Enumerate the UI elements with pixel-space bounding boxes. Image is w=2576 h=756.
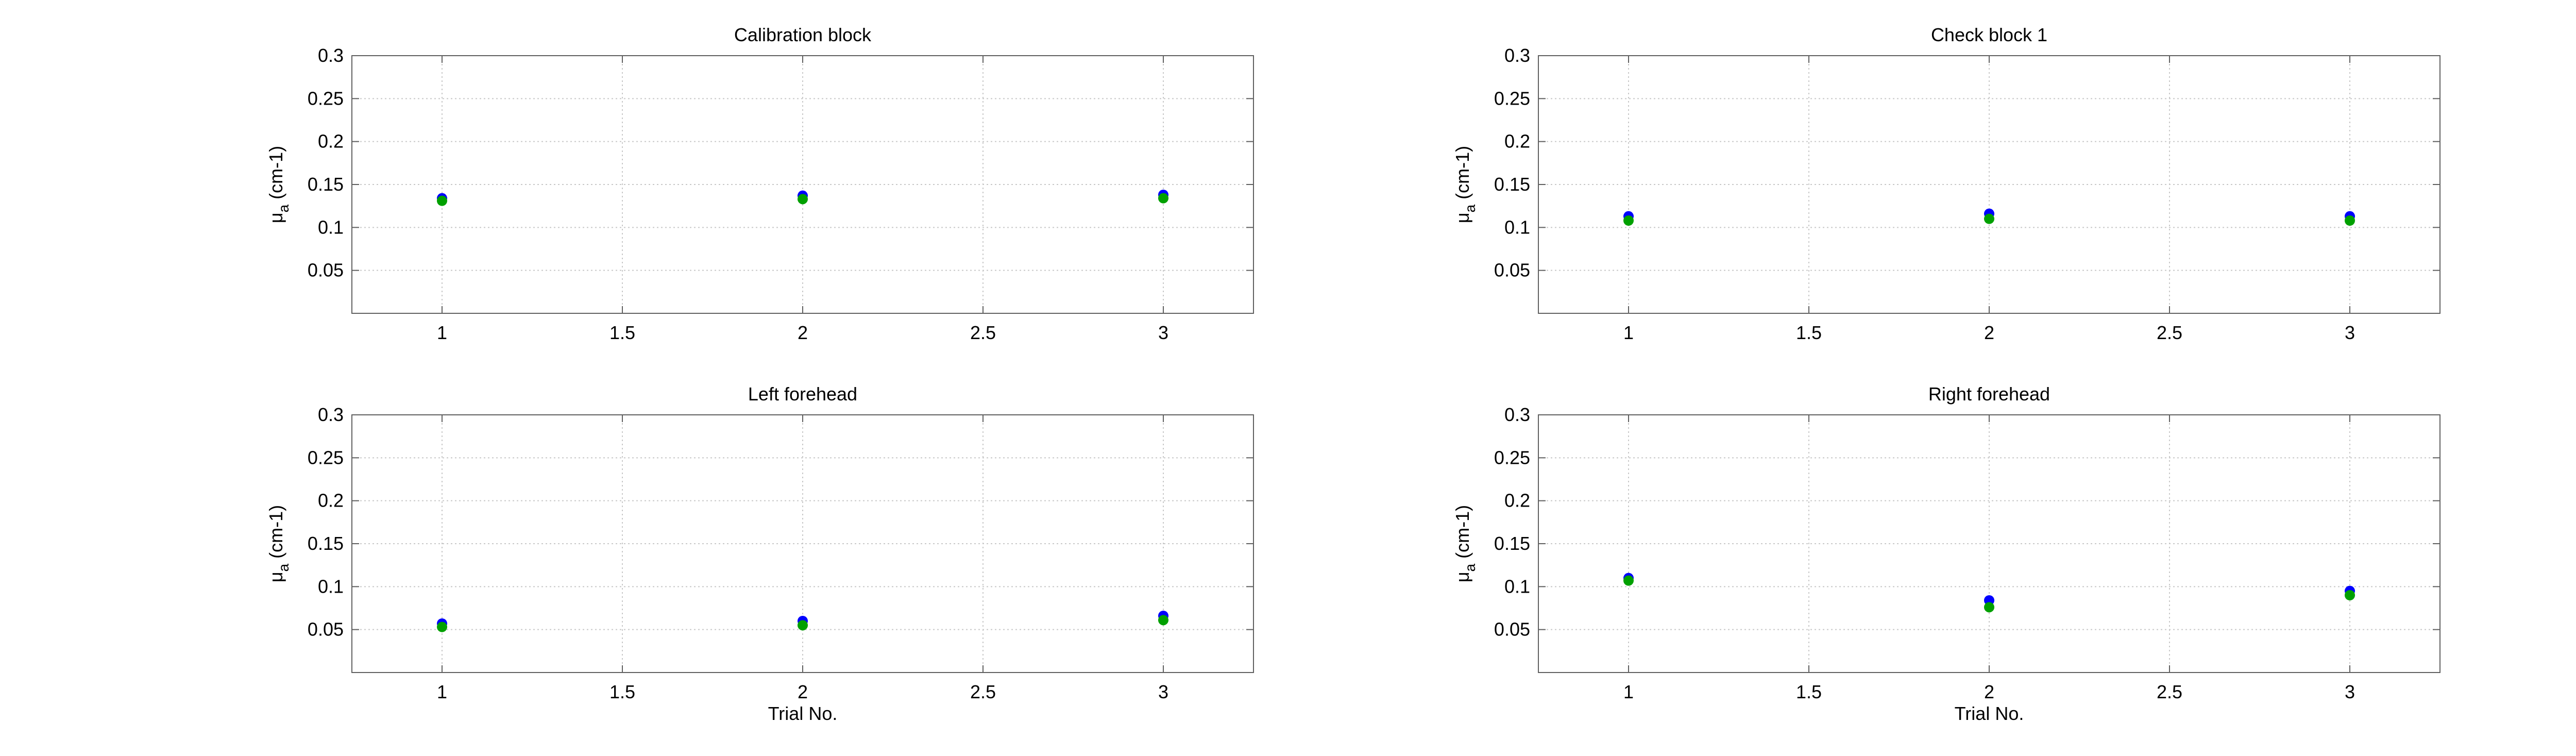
x-tick-label: 1.5 <box>1796 681 1822 702</box>
y-tick-label: 0.3 <box>318 45 344 66</box>
chart-panel: 1 1.5 2 2.5 3 0.05 0.1 0.15 0.2 0.25 0.3 Right fore… <box>1452 383 2441 724</box>
x-tick-label: 2 <box>1984 322 1994 343</box>
y-tick-label: 0.3 <box>1504 45 1530 66</box>
chart-panel: 1 1.5 2 2.5 3 0.05 0.1 0.15 0.2 0.25 0.3 Check bloc… <box>1452 24 2441 343</box>
y-tick-label: 0.05 <box>308 619 344 640</box>
y-tick-label: 0.05 <box>1494 619 1530 640</box>
x-tick-label: 3 <box>2345 322 2355 343</box>
x-tick-label: 1 <box>1623 681 1634 702</box>
data-point <box>1623 215 1634 226</box>
x-axis-label: Trial No. <box>768 703 838 724</box>
y-axis-label: μa (cm-1) <box>1452 505 1478 582</box>
data-point <box>1984 602 1994 613</box>
x-tick-label: 1.5 <box>1796 322 1822 343</box>
x-tick-label: 2.5 <box>970 681 996 702</box>
y-tick-label: 0.15 <box>1494 174 1530 195</box>
x-tick-label: 2.5 <box>2157 322 2182 343</box>
x-tick-label: 1 <box>437 681 447 702</box>
chart-title: Right forehead <box>1928 383 2050 405</box>
x-tick-label: 1 <box>1623 322 1634 343</box>
y-axis-label: μa (cm-1) <box>265 505 292 582</box>
y-tick-label: 0.05 <box>1494 260 1530 281</box>
data-point <box>1984 213 1994 224</box>
y-tick-label: 0.1 <box>318 576 344 597</box>
y-tick-label: 0.05 <box>308 260 344 281</box>
x-tick-label: 1.5 <box>609 681 635 702</box>
x-tick-label: 3 <box>1158 322 1168 343</box>
x-tick-label: 3 <box>1158 681 1168 702</box>
x-tick-label: 2 <box>798 322 808 343</box>
y-tick-label: 0.25 <box>308 88 344 109</box>
y-tick-label: 0.1 <box>1504 216 1530 238</box>
y-tick-label: 0.2 <box>318 490 344 511</box>
y-tick-label: 0.2 <box>318 131 344 152</box>
x-tick-label: 1.5 <box>609 322 635 343</box>
data-point <box>437 621 447 632</box>
chart-panel: 1 1.5 2 2.5 3 0.05 0.1 0.15 0.2 0.25 0.3 Calibratio… <box>265 24 1254 343</box>
y-tick-label: 0.25 <box>1494 88 1530 109</box>
x-tick-label: 2.5 <box>970 322 996 343</box>
data-point <box>1623 575 1634 586</box>
x-tick-label: 2.5 <box>2157 681 2182 702</box>
y-tick-label: 0.15 <box>1494 533 1530 554</box>
y-tick-label: 0.15 <box>308 174 344 195</box>
chart-title: Left forehead <box>748 383 857 405</box>
y-axis-label: μa (cm-1) <box>1452 146 1478 223</box>
y-tick-label: 0.3 <box>318 404 344 425</box>
x-tick-label: 3 <box>2345 681 2355 702</box>
y-tick-label: 0.1 <box>318 216 344 238</box>
y-tick-label: 0.25 <box>308 447 344 468</box>
data-point <box>2345 215 2355 226</box>
y-tick-label: 0.25 <box>1494 447 1530 468</box>
y-tick-label: 0.15 <box>308 533 344 554</box>
data-point <box>1158 615 1168 626</box>
data-point <box>2345 590 2355 600</box>
chart-title: Check block 1 <box>1931 24 2047 45</box>
data-point <box>798 194 808 205</box>
y-tick-label: 0.2 <box>1504 490 1530 511</box>
x-tick-label: 2 <box>798 681 808 702</box>
x-axis-label: Trial No. <box>1955 703 2024 724</box>
x-tick-label: 1 <box>437 322 447 343</box>
y-axis-label: μa (cm-1) <box>265 146 292 223</box>
chart-panel: 1 1.5 2 2.5 3 0.05 0.1 0.15 0.2 0.25 0.3 Left foreh… <box>265 383 1254 724</box>
data-point <box>798 620 808 631</box>
data-point <box>437 195 447 206</box>
y-tick-label: 0.3 <box>1504 404 1530 425</box>
y-tick-label: 0.1 <box>1504 576 1530 597</box>
x-tick-label: 2 <box>1984 681 1994 702</box>
y-tick-label: 0.2 <box>1504 131 1530 152</box>
chart-title: Calibration block <box>734 24 872 45</box>
data-point <box>1158 193 1168 204</box>
